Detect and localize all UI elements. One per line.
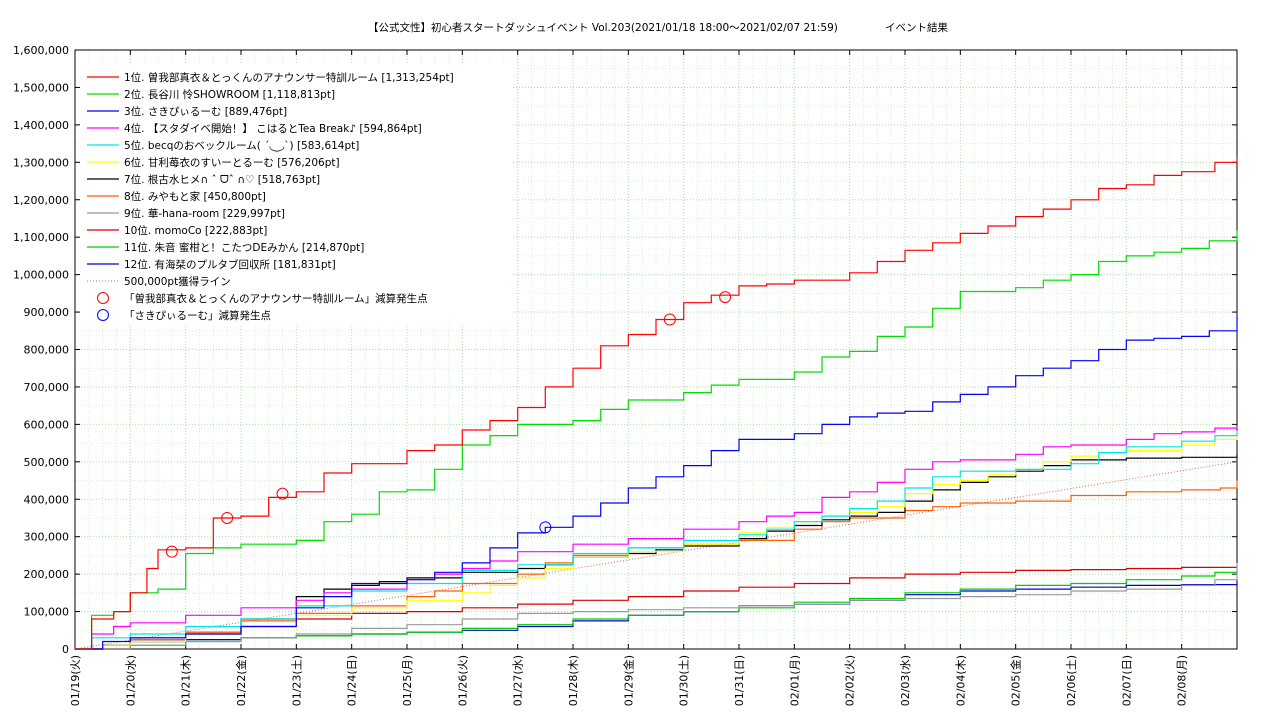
- reduction-marker: [221, 511, 234, 524]
- y-tick-label: 100,000: [24, 606, 70, 619]
- x-tick-label: 02/06(土): [1065, 655, 1078, 706]
- legend-label: 4位. 【スタダイベ開始！】 こはるとTea Break♪ [594,864pt…: [124, 122, 422, 135]
- y-tick-label: 600,000: [24, 418, 70, 431]
- reduction-marker: [276, 487, 289, 500]
- x-tick-label: 02/03(水): [899, 655, 912, 706]
- x-tick-label: 01/28(木): [567, 655, 580, 706]
- y-tick-label: 1,500,000: [13, 81, 69, 94]
- legend-label: 7位. 根古水ヒメ∩ ˆ ᗜˆ ∩♡ [518,763pt]: [124, 173, 320, 186]
- chart-subtitle: イベント結果: [885, 21, 948, 34]
- y-tick-label: 1,200,000: [13, 194, 69, 207]
- axes: 0 100,000 200,000 300,000 400,000 500,000 600,…: [13, 44, 1238, 706]
- reference-line-500000: [74, 461, 1238, 650]
- x-tick-label: 01/23(土): [290, 655, 303, 706]
- reduction-marker: [539, 521, 552, 534]
- x-tick-label: 02/04(木): [954, 655, 967, 706]
- series-line: [75, 316, 1238, 650]
- legend-label: 「曽我部真衣＆とっくんのアナウンサー特訓ルーム」減算発生点: [124, 292, 428, 305]
- legend-label: 1位. 曽我部真衣＆とっくんのアナウンサー特訓ルーム [1,313,254pt]: [124, 71, 454, 84]
- x-tick-label: 02/02(火): [844, 655, 857, 706]
- y-tick-label: 1,100,000: [13, 231, 69, 244]
- x-tick-label: 01/21(木): [180, 655, 193, 706]
- y-tick-label: 300,000: [24, 531, 70, 544]
- legend-background: [80, 64, 512, 326]
- y-tick-label: 0: [62, 643, 69, 656]
- x-tick-label: 01/27(水): [512, 655, 525, 706]
- reduction-marker: [719, 291, 732, 304]
- y-tick-label: 1,000,000: [13, 269, 69, 282]
- reference-line-layer: [74, 461, 1238, 650]
- legend-marker-swatch: [97, 292, 109, 304]
- legend-label: 5位. becqのおベックルーム( ´◟ ͜ ◞`) [583,614pt]: [124, 139, 359, 152]
- y-tick-label: 500,000: [24, 456, 70, 469]
- legend-marker-swatch: [97, 309, 109, 321]
- x-tick-label: 02/07(日): [1120, 655, 1133, 706]
- legend: 1位. 曽我部真衣＆とっくんのアナウンサー特訓ルーム [1,313,254pt]…: [80, 64, 512, 326]
- legend-label: 8位. みやもと家 [450,800pt]: [124, 190, 266, 203]
- x-tick-label: 01/31(日): [733, 655, 746, 706]
- reduction-marker: [165, 545, 178, 558]
- y-tick-label: 700,000: [24, 381, 70, 394]
- x-tick-label: 02/05(金): [1009, 655, 1023, 706]
- legend-label: 6位. 甘利苺衣のすいーとるーむ [576,206pt]: [124, 156, 340, 169]
- legend-label: 12位. 有海栞のプルタブ回収所 [181,831pt]: [124, 258, 336, 271]
- chart-title: 【公式文性】初心者スタートダッシュイベント Vol.203(2021/01/18…: [368, 21, 838, 34]
- legend-label: 10位. momoCo [222,883pt]: [124, 224, 267, 237]
- series-line: [75, 433, 1238, 650]
- reduction-marker: [663, 313, 676, 326]
- x-tick-label: 01/22(金): [234, 655, 248, 706]
- legend-label: 「さきぴぃるーむ」減算発生点: [124, 309, 271, 322]
- x-tick-label: 01/24(日): [346, 655, 359, 706]
- x-tick-label: 01/19(火): [69, 655, 82, 706]
- series-line: [75, 562, 1238, 650]
- x-tick-label: 01/30(土): [678, 655, 691, 706]
- y-tick-label: 1,600,000: [13, 44, 69, 57]
- series-line: [75, 230, 1238, 650]
- legend-label: 2位. 長谷川 怜SHOWROOM [1,118,813pt]: [124, 88, 335, 101]
- x-tick-label: 02/08(月): [1176, 655, 1189, 706]
- x-tick-label: 01/29(金): [621, 655, 635, 706]
- x-tick-label: 01/20(水): [124, 655, 137, 706]
- series-line: [75, 157, 1238, 650]
- x-tick-label: 01/25(月): [401, 655, 414, 706]
- x-tick-label: 01/26(火): [456, 655, 469, 706]
- y-tick-label: 1,400,000: [13, 119, 69, 132]
- y-tick-label: 1,300,000: [13, 156, 69, 169]
- legend-label: 500,000pt獲得ライン: [124, 275, 231, 288]
- y-tick-label: 200,000: [24, 568, 70, 581]
- y-tick-label: 400,000: [24, 493, 70, 506]
- series-layer: [75, 157, 1238, 650]
- x-tick-label: 02/01(月): [788, 655, 801, 706]
- legend-label: 11位. 朱音 蜜柑と！こたつDEみかん [214,870pt]: [124, 241, 364, 254]
- marker-layer: [165, 291, 732, 558]
- legend-label: 3位. さきぴぃるーむ [889,476pt]: [124, 105, 287, 118]
- legend-label: 9位. 華-hana-room [229,997pt]: [124, 207, 285, 220]
- y-tick-label: 900,000: [24, 306, 70, 319]
- y-tick-label: 800,000: [24, 344, 70, 357]
